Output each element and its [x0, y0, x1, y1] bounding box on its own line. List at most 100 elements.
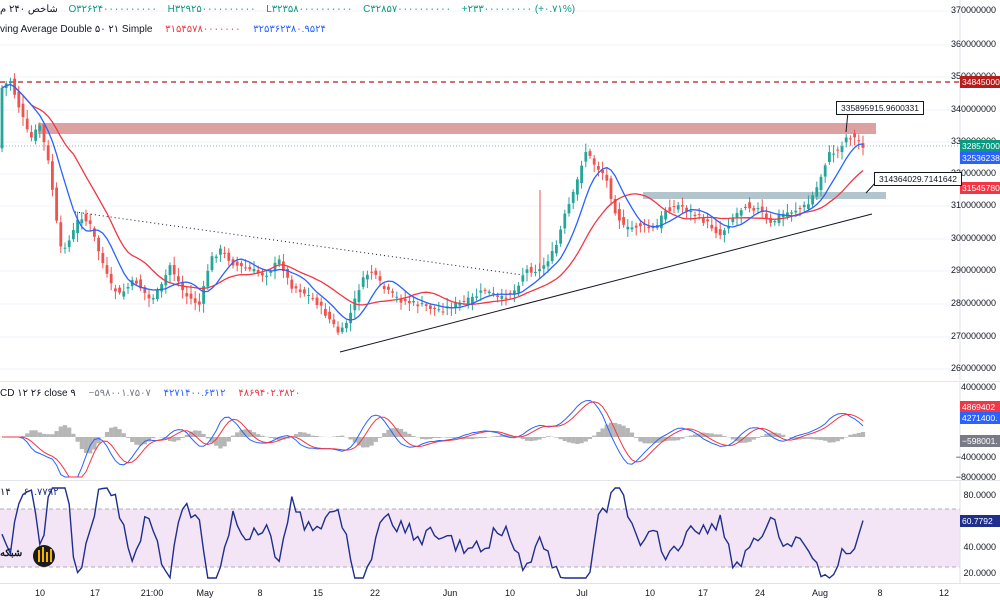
candle-body: [290, 280, 293, 289]
candle-body: [194, 298, 197, 302]
candle-body: [370, 272, 373, 273]
candle-body: [311, 298, 314, 299]
time-axis-label: 10: [645, 588, 655, 598]
price-chart-pane[interactable]: [0, 0, 1000, 380]
macd-histogram-bar: [823, 437, 827, 441]
candle-body: [563, 214, 566, 229]
resistance-zone[interactable]: [38, 123, 876, 134]
candle-body: [694, 215, 697, 216]
candle-body: [484, 290, 487, 291]
time-axis-label: 15: [313, 588, 323, 598]
macd-histogram-bar: [533, 437, 537, 441]
candle-body: [765, 214, 768, 218]
candle-body: [295, 286, 298, 288]
macd-histogram-bar: [714, 434, 718, 437]
macd-histogram-bar: [126, 437, 130, 438]
price-axis-label: 290000000: [936, 265, 996, 275]
candle-body: [391, 291, 394, 293]
time-axis-label: Aug: [812, 588, 828, 598]
symbol-title[interactable]: شاخص ۲۴۰ م: [0, 4, 58, 15]
candle-body: [736, 213, 739, 217]
macd-histogram-bar: [542, 437, 546, 438]
ma-fast-value: ۳۲۵۳۶۲۳۸۰.۹۵۲۴: [253, 24, 326, 35]
callout-lower[interactable]: 314364029.7141642: [874, 172, 962, 186]
candle-body: [715, 227, 718, 233]
macd-axis-label: −4000000: [936, 452, 996, 462]
candle-body: [215, 257, 218, 259]
rsi-indicator-name[interactable]: ۱۴: [0, 487, 11, 498]
candle-body: [681, 205, 684, 207]
candle-body: [30, 132, 33, 138]
candle-body: [433, 308, 436, 309]
candle-body: [698, 214, 701, 215]
macd-histogram-bar: [538, 437, 542, 440]
macd-histogram-bar: [29, 430, 33, 437]
candle-body: [706, 219, 709, 221]
candle-body: [244, 267, 247, 268]
candle-body: [421, 303, 424, 304]
macd-histogram-bar: [50, 434, 54, 437]
candle-body: [22, 104, 25, 117]
macd-histogram-bar: [42, 434, 46, 437]
macd-histogram-bar: [827, 437, 831, 443]
time-axis-label: May: [196, 588, 213, 598]
macd-histogram-bar: [848, 435, 852, 437]
candle-body: [337, 327, 340, 333]
candle-body: [475, 296, 478, 297]
macd-histogram-bar: [857, 433, 861, 437]
ma-indicator-name[interactable]: ving Average Double ۵۰ ۲۱ Simple: [0, 24, 153, 35]
candle-body: [198, 301, 201, 304]
candle-body: [227, 253, 230, 261]
rsi-pane[interactable]: [0, 480, 1000, 583]
candle-body: [853, 133, 856, 137]
candle-body: [576, 179, 579, 194]
macd-histogram-bar: [563, 437, 567, 441]
macd-histogram-bar: [445, 437, 449, 438]
candle-body: [740, 210, 743, 215]
candle-body: [551, 251, 554, 261]
macd-histogram-bar: [693, 434, 697, 437]
candle-body: [610, 178, 613, 199]
macd-histogram-bar: [861, 432, 865, 437]
macd-histogram-bar: [567, 437, 571, 442]
candle-body: [505, 298, 508, 299]
macd-histogram-bar: [260, 436, 264, 437]
macd-histogram-bar: [802, 437, 806, 439]
macd-histogram-bar: [38, 432, 42, 437]
macd-histogram-bar: [349, 437, 353, 439]
candle-body: [114, 288, 117, 291]
macd-line-value: ۴۲۷۱۴۰۰.۶۳۱۲: [164, 388, 226, 399]
macd-histogram-bar: [307, 434, 311, 437]
candle-body: [379, 276, 382, 280]
macd-histogram-bar: [475, 437, 479, 438]
candle-body: [815, 187, 818, 196]
candle-body: [253, 269, 256, 271]
candle-body: [408, 301, 411, 303]
price-axis-label: 370000000: [936, 5, 996, 15]
macd-histogram-bar: [529, 437, 533, 441]
candle-body: [118, 288, 121, 293]
callout-upper[interactable]: 335895915.9600331: [836, 101, 924, 115]
candle-body: [647, 227, 650, 229]
rsi-value-tag: 60.7792: [960, 515, 1000, 527]
macd-histogram-bar: [34, 430, 38, 437]
macd-histogram-bar: [55, 431, 59, 437]
candle-body: [568, 204, 571, 213]
candle-body: [589, 151, 592, 156]
macd-histogram-bar: [546, 436, 550, 437]
support-zone[interactable]: [643, 192, 886, 199]
candle-body: [605, 175, 608, 181]
macd-histogram-bar: [638, 437, 642, 442]
candle-body: [626, 227, 629, 229]
candle-body: [43, 124, 46, 142]
time-axis-label: 8: [877, 588, 882, 598]
time-axis-label: Jul: [576, 588, 588, 598]
macd-histogram-bar: [206, 437, 210, 438]
price-axis-label: 360000000: [936, 39, 996, 49]
time-axis-label: Jun: [443, 588, 458, 598]
candle-body: [702, 218, 705, 223]
macd-histogram-bar: [811, 437, 815, 439]
macd-histogram-bar: [588, 437, 592, 439]
macd-indicator-name[interactable]: CD ۱۲ ۲۶ close ۹: [0, 388, 76, 399]
